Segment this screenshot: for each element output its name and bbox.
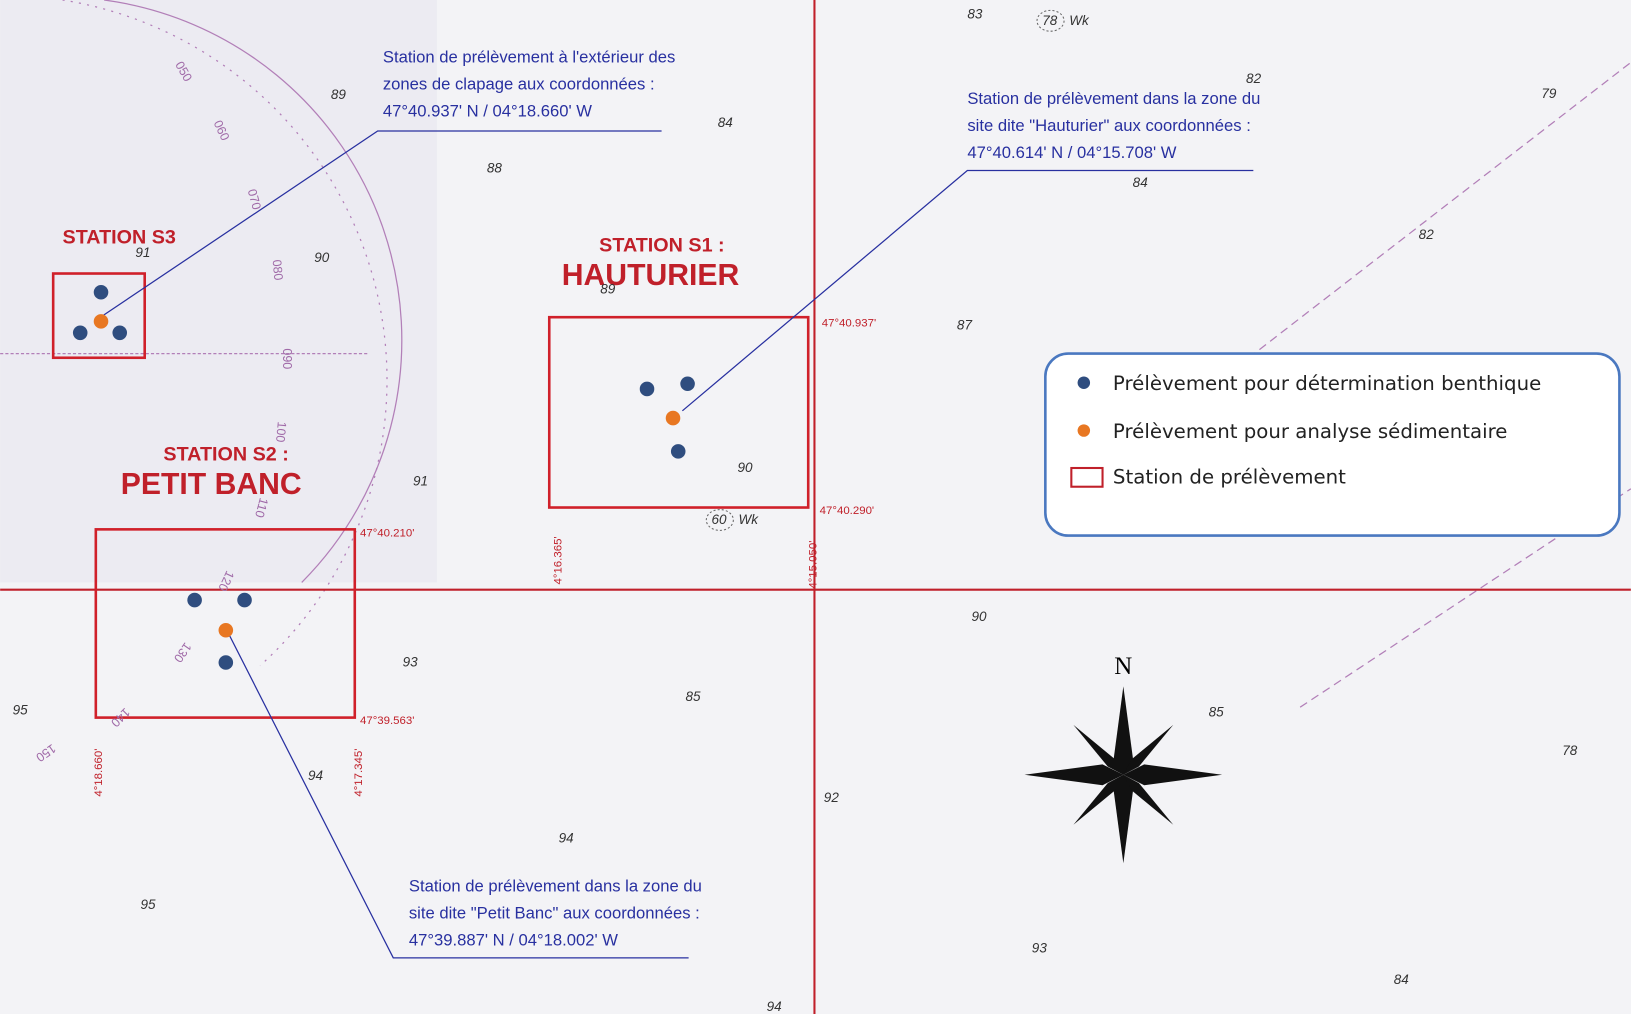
callout-line: zones de clapage aux coordonnées : <box>383 74 655 93</box>
station-name: HAUTURIER <box>562 259 740 292</box>
sounding: 95 <box>13 702 29 717</box>
callout-line: 47°40.614' N / 04°15.708' W <box>967 143 1176 162</box>
sounding: 93 <box>403 655 419 670</box>
benthic-point <box>94 285 109 300</box>
benthic-point <box>640 382 655 397</box>
callout-line: Station de prélèvement dans la zone du <box>967 89 1260 108</box>
legend: Prélèvement pour détermination benthique… <box>1045 354 1619 536</box>
sounding: 83 <box>967 7 983 22</box>
sounding: 87 <box>957 318 973 333</box>
wreck-depth: 78 <box>1042 13 1058 28</box>
wreck-depth: 60 <box>712 512 728 527</box>
sounding: 94 <box>767 999 783 1014</box>
bearing-label: 090 <box>280 348 294 369</box>
sounding: 89 <box>331 87 347 102</box>
sediment-point <box>666 411 681 426</box>
bearing-label: 080 <box>270 259 286 281</box>
sounding: 78 <box>1562 743 1578 758</box>
sounding: 84 <box>718 115 734 130</box>
sounding: 79 <box>1541 86 1557 101</box>
wreck-label: Wk <box>1069 13 1090 28</box>
coordinate-label: 47°39.563' <box>360 715 414 727</box>
sounding: 84 <box>1394 972 1410 987</box>
legend-marker <box>1078 376 1090 388</box>
north-label: N <box>1114 653 1132 680</box>
sounding: 90 <box>972 609 988 624</box>
coordinate-label: 4°15.050' <box>808 541 820 589</box>
sounding: 85 <box>1209 705 1225 720</box>
sounding: 91 <box>413 474 428 489</box>
callout-line: site dite "Petit Banc" aux coordonnées : <box>409 903 700 922</box>
coordinate-label: 4°16.365' <box>553 536 565 584</box>
callout-line: Station de prélèvement à l'extérieur des <box>383 47 675 66</box>
callout-line: 47°39.887' N / 04°18.002' W <box>409 930 618 949</box>
sounding: 84 <box>1133 175 1149 190</box>
sounding: 94 <box>308 768 324 783</box>
sounding: 89 <box>600 281 616 296</box>
coordinate-label: 47°40.290' <box>820 505 874 517</box>
sounding: 88 <box>487 161 503 176</box>
benthic-point <box>237 593 252 608</box>
sounding: 95 <box>141 897 157 912</box>
sounding: 91 <box>135 245 150 260</box>
station-name: PETIT BANC <box>121 468 302 501</box>
legend-marker <box>1078 424 1090 436</box>
legend-entry: Station de prélèvement <box>1113 466 1346 489</box>
page: {"stations": [ {"label": "STATION S3"}, … <box>0 0 1631 1014</box>
wreck-label: Wk <box>739 512 760 527</box>
legend-entry: Prélèvement pour analyse sédimentaire <box>1113 420 1508 443</box>
callout-line: 47°40.937' N / 04°18.660' W <box>383 101 592 120</box>
bearing-label: 100 <box>273 421 289 443</box>
sounding: 82 <box>1246 71 1262 86</box>
sounding: 90 <box>314 250 330 265</box>
callout-line: Station de prélèvement dans la zone du <box>409 876 702 895</box>
callout-line: site dite "Hauturier" aux coordonnées : <box>967 116 1251 135</box>
coordinate-label: 4°17.345' <box>353 749 365 797</box>
sounding: 85 <box>686 689 702 704</box>
sounding: 82 <box>1419 227 1435 242</box>
benthic-point <box>680 376 695 391</box>
coordinate-label: 47°40.210' <box>360 528 414 540</box>
sediment-point <box>219 623 234 638</box>
sounding: 94 <box>559 830 575 845</box>
station-label: STATION S1 : <box>599 235 724 257</box>
station-label: STATION S3 <box>63 226 176 248</box>
sounding: 90 <box>738 460 754 475</box>
benthic-point <box>219 655 234 670</box>
sounding: 93 <box>1032 941 1048 956</box>
legend-entry: Prélèvement pour détermination benthique <box>1113 372 1541 395</box>
benthic-point <box>73 326 88 341</box>
station-label: STATION S2 : <box>163 444 288 466</box>
coordinate-label: 4°18.660' <box>93 749 105 797</box>
benthic-point <box>112 326 127 341</box>
benthic-point <box>671 444 686 459</box>
map: STATION S3 STATION S1 : HAUTURIER STATIO… <box>0 0 1631 1014</box>
benthic-point <box>187 593 202 608</box>
coordinate-label: 47°40.937' <box>822 318 876 330</box>
sediment-point <box>94 314 109 329</box>
sounding: 92 <box>824 790 840 805</box>
